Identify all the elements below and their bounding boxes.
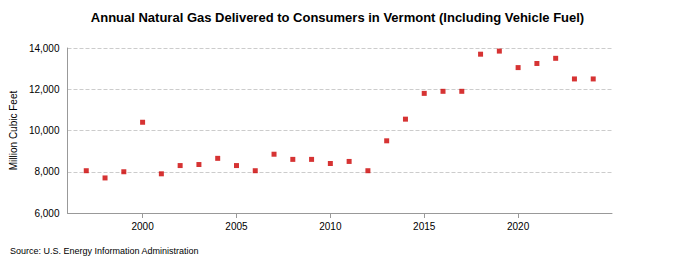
svg-text:6,000: 6,000 (34, 208, 59, 219)
svg-text:8,000: 8,000 (34, 166, 59, 177)
svg-text:2005: 2005 (225, 221, 248, 232)
svg-text:2020: 2020 (507, 221, 530, 232)
svg-text:2000: 2000 (131, 221, 154, 232)
svg-text:12,000: 12,000 (29, 84, 60, 95)
svg-text:Million Cubic Feet: Million Cubic Feet (8, 91, 19, 171)
svg-text:14,000: 14,000 (29, 43, 60, 54)
svg-text:2015: 2015 (413, 221, 436, 232)
svg-text:Annual Natural Gas Delivered t: Annual Natural Gas Delivered to Consumer… (91, 10, 584, 25)
svg-text:Source: U.S. Energy Informatio: Source: U.S. Energy Information Administ… (10, 246, 199, 256)
svg-text:2010: 2010 (319, 221, 342, 232)
svg-text:10,000: 10,000 (29, 125, 60, 136)
